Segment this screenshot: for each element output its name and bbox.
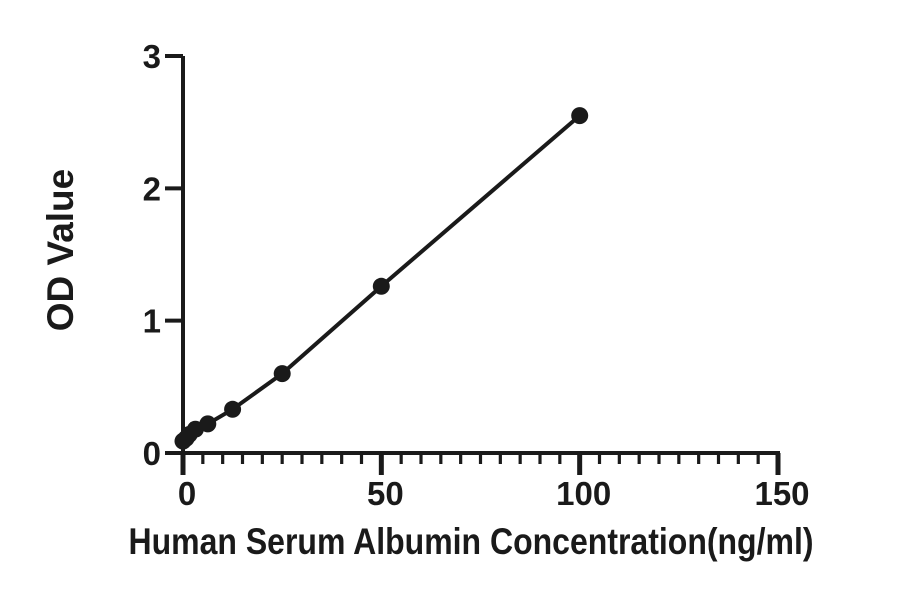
y-tick-label: 3 — [143, 38, 161, 75]
y-tick-label: 2 — [143, 170, 161, 207]
x-tick-label: 50 — [367, 475, 404, 512]
x-axis-title: Human Serum Albumin Concentration(ng/ml) — [129, 521, 814, 562]
data-point — [571, 107, 589, 125]
axes-group: 0 1 2 3 0 50 100 150 — [143, 38, 810, 512]
series-group — [174, 107, 589, 450]
y-tick-label: 0 — [143, 435, 161, 472]
x-tick-label: 100 — [556, 475, 611, 512]
y-axis-title: OD Value — [40, 169, 81, 331]
data-point — [273, 365, 291, 383]
data-point — [224, 400, 242, 418]
x-tick-label: 0 — [178, 475, 196, 512]
x-tick-label: 150 — [754, 475, 809, 512]
data-point — [199, 415, 217, 433]
data-point — [372, 277, 390, 295]
y-tick-label: 1 — [143, 303, 161, 340]
